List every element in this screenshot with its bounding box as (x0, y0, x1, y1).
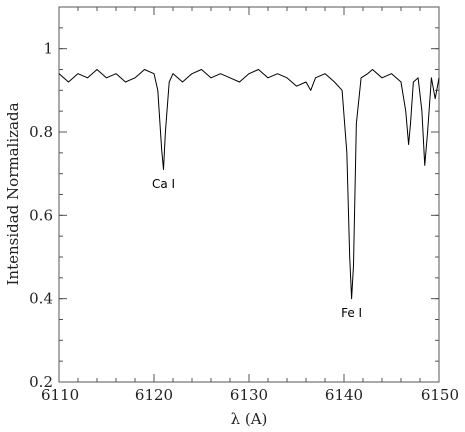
x-axis-title: λ (A) (231, 410, 268, 428)
y-tick-label: 0.2 (29, 373, 53, 391)
y-axis-ticks: 0.2 0.4 0.6 0.8 1 (29, 6, 439, 391)
plot-frame (58, 6, 440, 383)
x-tick-label: 6120 (135, 386, 173, 404)
y-axis-title: Intensidad Normalizada (4, 102, 22, 285)
line-annotation: Ca I (152, 177, 175, 191)
x-tick-label: 6140 (325, 386, 363, 404)
line-annotation: Fe I (341, 306, 362, 320)
y-tick-label: 0.4 (29, 290, 53, 308)
series-group (58, 69, 440, 300)
spectrum-line (58, 69, 440, 300)
y-tick-label: 1 (43, 40, 53, 58)
x-tick-label: 6130 (230, 386, 268, 404)
y-tick-label: 0.8 (29, 123, 53, 141)
x-tick-label: 6110 (41, 386, 79, 404)
x-axis-ticks: 6110 6120 6130 6140 6150 (41, 7, 459, 404)
annotations: Ca I Fe I (152, 177, 362, 320)
x-tick-label: 6150 (421, 386, 459, 404)
y-tick-label: 0.6 (29, 206, 53, 224)
